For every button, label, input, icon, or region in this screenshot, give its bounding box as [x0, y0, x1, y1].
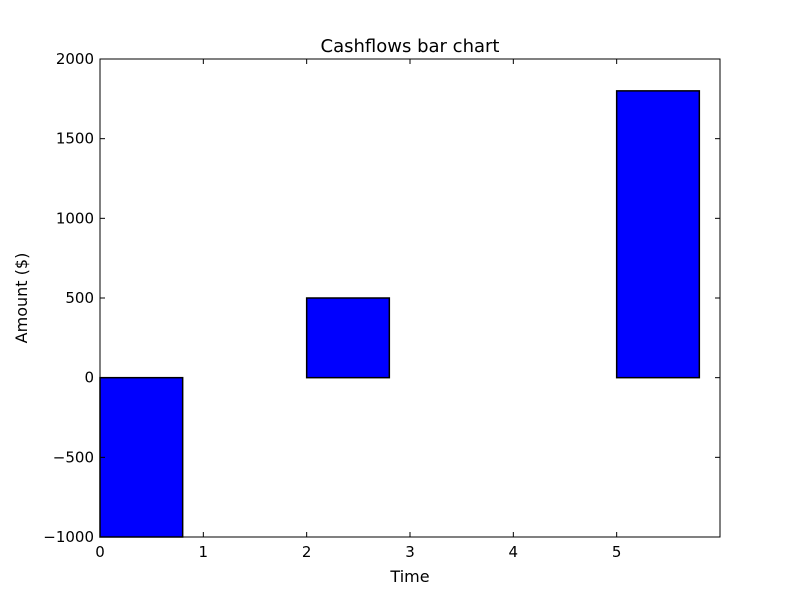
bar-0 [99, 376, 184, 538]
x-tick-label: 2 [302, 543, 312, 561]
x-tick-label: 5 [612, 543, 622, 561]
bar-2 [305, 297, 391, 379]
y-axis-ticks: −1000 −500 0 500 1000 1500 2000 [43, 50, 720, 546]
bar-5 [615, 90, 701, 379]
y-tick-label: 500 [65, 289, 94, 307]
y-tick-label: 1000 [56, 209, 94, 227]
y-tick-label: 0 [84, 369, 94, 387]
y-tick-label: −500 [53, 448, 94, 466]
x-tick-label: 1 [199, 543, 209, 561]
y-tick-label: 1500 [56, 130, 94, 148]
x-tick-label: 0 [95, 543, 105, 561]
x-axis-label: Time [389, 567, 429, 586]
x-tick-label: 3 [405, 543, 415, 561]
y-tick-label: 2000 [56, 50, 94, 68]
y-axis-label: Amount ($) [12, 253, 31, 344]
chart-title: Cashflows bar chart [321, 36, 500, 57]
bars-layer [99, 90, 701, 538]
x-tick-label: 4 [509, 543, 519, 561]
x-axis-ticks: 0 1 2 3 4 5 [95, 59, 621, 561]
y-tick-label: −1000 [43, 528, 94, 546]
